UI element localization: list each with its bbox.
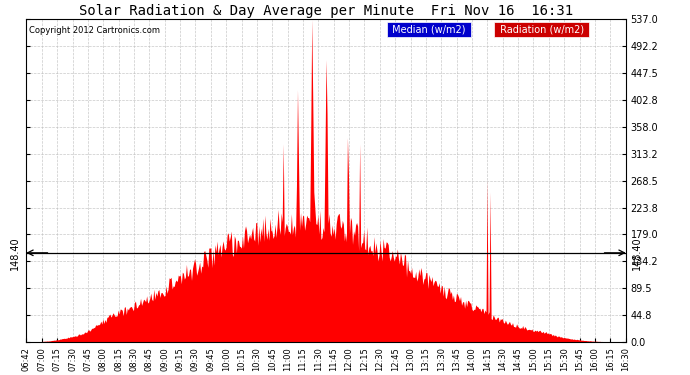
Text: 148.40: 148.40 [631,236,642,270]
Text: Copyright 2012 Cartronics.com: Copyright 2012 Cartronics.com [30,26,160,35]
Text: 148.40: 148.40 [10,236,21,270]
Text: Radiation (w/m2): Radiation (w/m2) [497,24,587,34]
Title: Solar Radiation & Day Average per Minute  Fri Nov 16  16:31: Solar Radiation & Day Average per Minute… [79,4,573,18]
Text: Median (w/m2): Median (w/m2) [389,24,469,34]
